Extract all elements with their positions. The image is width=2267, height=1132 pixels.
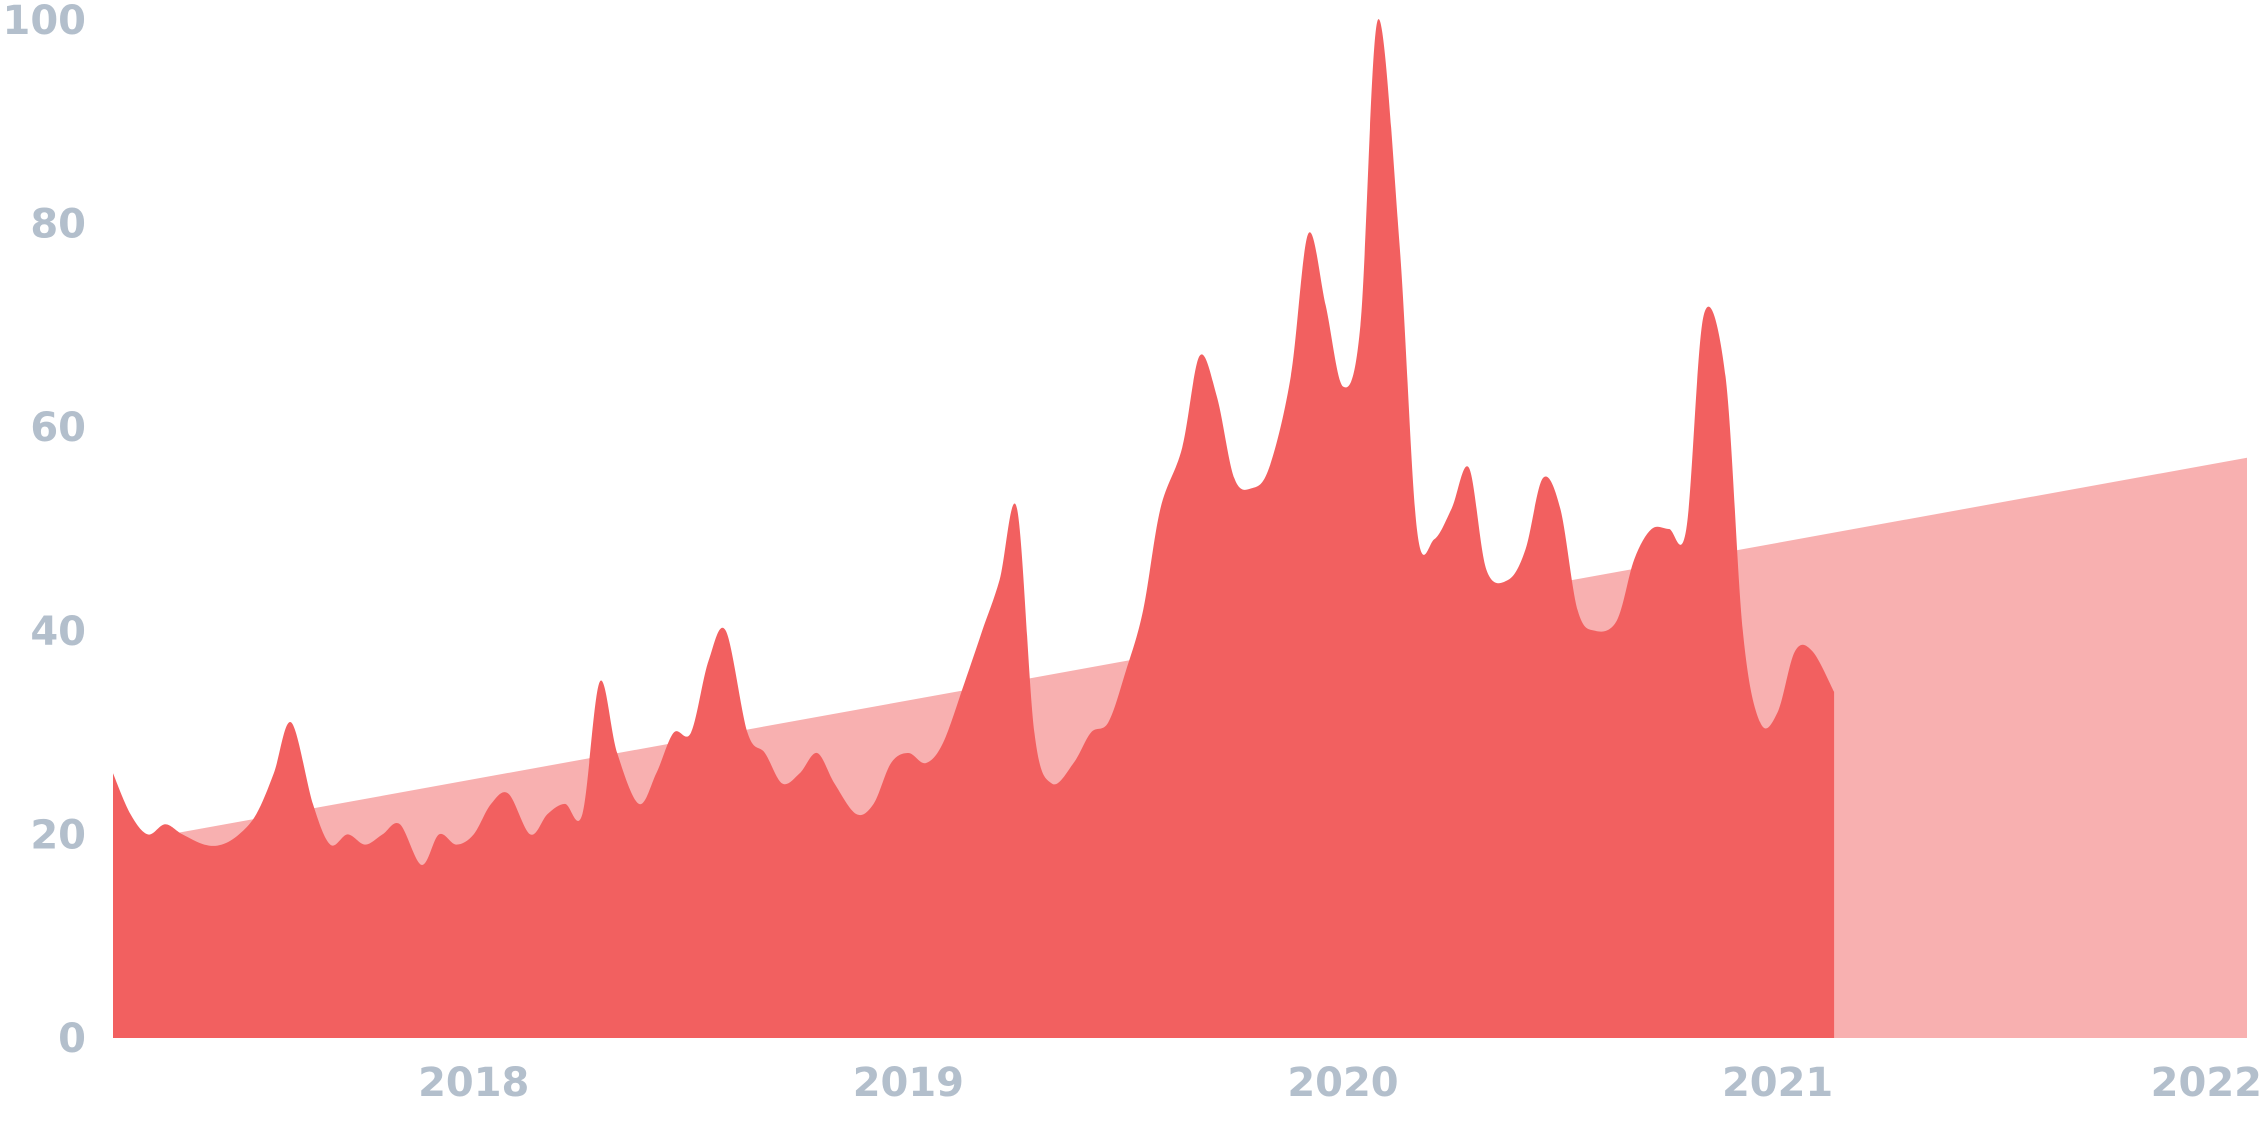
x-tick-label: 2018 xyxy=(418,1060,529,1106)
x-tick-label: 2021 xyxy=(1722,1060,1833,1106)
y-axis: 0 20 40 60 80 100 xyxy=(3,0,87,1062)
y-tick-label: 0 xyxy=(58,1016,86,1062)
x-axis: 2018 2019 2020 2021 2022 xyxy=(418,1060,2262,1106)
y-tick-label: 100 xyxy=(3,0,87,44)
x-tick-label: 2019 xyxy=(853,1060,964,1106)
x-tick-label: 2020 xyxy=(1287,1060,1398,1106)
chart-marks xyxy=(113,19,2247,1038)
x-tick-label: 2022 xyxy=(2151,1060,2262,1106)
y-tick-label: 40 xyxy=(30,609,86,655)
y-tick-label: 20 xyxy=(30,812,86,858)
main-series-area xyxy=(113,19,1835,1038)
y-tick-label: 80 xyxy=(30,202,86,248)
y-tick-label: 60 xyxy=(30,405,86,451)
